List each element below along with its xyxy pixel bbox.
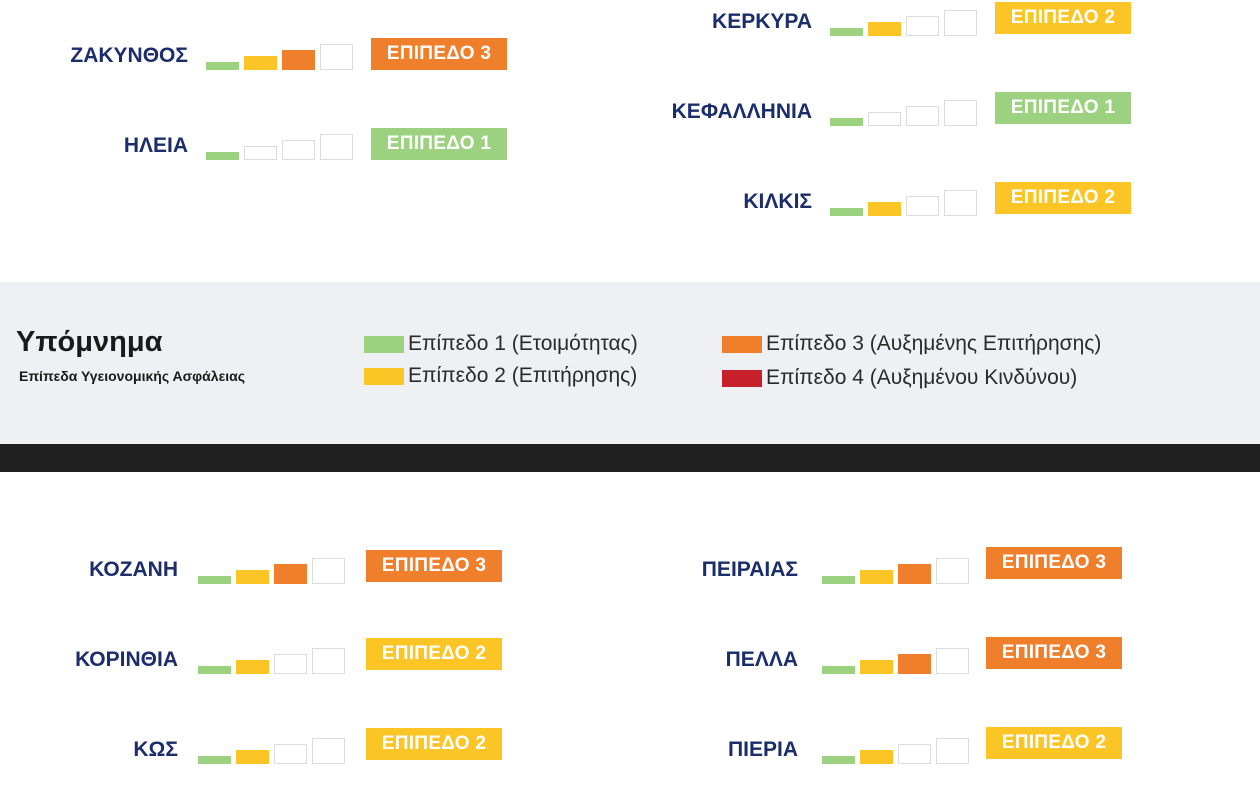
level-segment-2	[236, 660, 269, 674]
level-segment-4	[312, 738, 345, 764]
level-badge: ΕΠΙΠΕΔΟ 3	[986, 547, 1122, 579]
level-segment-3	[906, 106, 939, 126]
level-segment-1	[206, 152, 239, 160]
level-segment-2	[244, 146, 277, 160]
level-badge: ΕΠΙΠΕΔΟ 2	[986, 727, 1122, 759]
level-badge: ΕΠΙΠΕΔΟ 1	[995, 92, 1131, 124]
level-meter	[206, 36, 356, 76]
legend-panel: Υπόμνημα Επίπεδα Υγειονομικής Ασφάλειας …	[0, 282, 1260, 444]
region-name: ΠΕΙΡΑΙΑΣ	[701, 558, 798, 581]
level-segment-1	[822, 666, 855, 674]
level-segment-2	[868, 112, 901, 126]
region-name: ΗΛΕΙΑ	[123, 134, 188, 157]
level-segment-4	[320, 134, 353, 160]
level-badge: ΕΠΙΠΕΔΟ 1	[371, 128, 507, 160]
level-segment-3	[906, 16, 939, 36]
level-segment-4	[936, 738, 969, 764]
level-segment-4	[936, 648, 969, 674]
region-name: ΚΟΡΙΝΘΙΑ	[75, 648, 178, 671]
level-segment-3	[274, 654, 307, 674]
level-segment-2	[860, 750, 893, 764]
level-segment-3	[282, 140, 315, 160]
section-divider	[0, 444, 1260, 472]
level-badge: ΕΠΙΠΕΔΟ 3	[366, 550, 502, 582]
level-segment-3	[274, 564, 307, 584]
region-name: ΚΟΖΑΝΗ	[89, 558, 178, 581]
level-segment-3	[898, 654, 931, 674]
level-segment-1	[198, 666, 231, 674]
legend-label: Επίπεδο 4 (Αυξημένου Κινδύνου)	[766, 366, 1078, 389]
level-badge: ΕΠΙΠΕΔΟ 2	[366, 638, 502, 670]
legend-swatch	[722, 370, 762, 387]
level-segment-2	[236, 750, 269, 764]
level-segment-1	[830, 118, 863, 126]
level-segment-3	[282, 50, 315, 70]
region-name: ΚΕΡΚΥΡΑ	[712, 10, 812, 33]
level-segment-4	[944, 10, 977, 36]
level-segment-2	[236, 570, 269, 584]
level-segment-1	[198, 576, 231, 584]
region-name: ΠΙΕΡΙΑ	[727, 738, 798, 761]
level-segment-1	[198, 756, 231, 764]
level-segment-4	[944, 100, 977, 126]
level-badge: ΕΠΙΠΕΔΟ 3	[371, 38, 507, 70]
level-segment-3	[906, 196, 939, 216]
level-meter	[822, 640, 972, 680]
level-segment-3	[274, 744, 307, 764]
region-name: ΠΕΛΛΑ	[725, 648, 798, 671]
level-segment-3	[898, 564, 931, 584]
legend-subtitle: Επίπεδα Υγειονομικής Ασφάλειας	[19, 368, 245, 384]
level-segment-3	[898, 744, 931, 764]
legend-swatch	[364, 336, 404, 353]
level-badge: ΕΠΙΠΕΔΟ 2	[366, 728, 502, 760]
legend-title: Υπόμνημα	[16, 326, 163, 358]
level-segment-1	[822, 756, 855, 764]
level-segment-4	[944, 190, 977, 216]
level-badge: ΕΠΙΠΕΔΟ 2	[995, 2, 1131, 34]
region-name: ΚΩΣ	[133, 738, 178, 761]
level-meter	[198, 550, 348, 590]
level-meter	[206, 126, 356, 166]
legend-label: Επίπεδο 2 (Επιτήρησης)	[408, 364, 638, 387]
level-segment-4	[312, 558, 345, 584]
level-badge: ΕΠΙΠΕΔΟ 3	[986, 637, 1122, 669]
region-name: ΚΙΛΚΙΣ	[743, 190, 812, 213]
level-segment-4	[936, 558, 969, 584]
legend-swatch	[722, 336, 762, 353]
level-segment-4	[312, 648, 345, 674]
region-name: ΖΑΚΥΝΘΟΣ	[70, 44, 188, 67]
level-meter	[830, 92, 980, 132]
level-segment-2	[868, 202, 901, 216]
level-segment-1	[830, 208, 863, 216]
legend-label: Επίπεδο 3 (Αυξημένης Επιτήρησης)	[766, 332, 1102, 355]
level-segment-2	[244, 56, 277, 70]
level-segment-4	[320, 44, 353, 70]
level-segment-2	[860, 660, 893, 674]
level-segment-1	[206, 62, 239, 70]
level-meter	[830, 182, 980, 222]
legend-swatch	[364, 368, 404, 385]
level-segment-1	[830, 28, 863, 36]
level-meter	[830, 2, 980, 42]
level-meter	[822, 730, 972, 770]
legend-label: Επίπεδο 1 (Ετοιμότητας)	[408, 332, 638, 355]
level-meter	[822, 550, 972, 590]
level-meter	[198, 730, 348, 770]
level-badge: ΕΠΙΠΕΔΟ 2	[995, 182, 1131, 214]
level-meter	[198, 640, 348, 680]
level-segment-2	[860, 570, 893, 584]
level-segment-2	[868, 22, 901, 36]
level-segment-1	[822, 576, 855, 584]
region-name: ΚΕΦΑΛΛΗΝΙΑ	[671, 100, 812, 123]
